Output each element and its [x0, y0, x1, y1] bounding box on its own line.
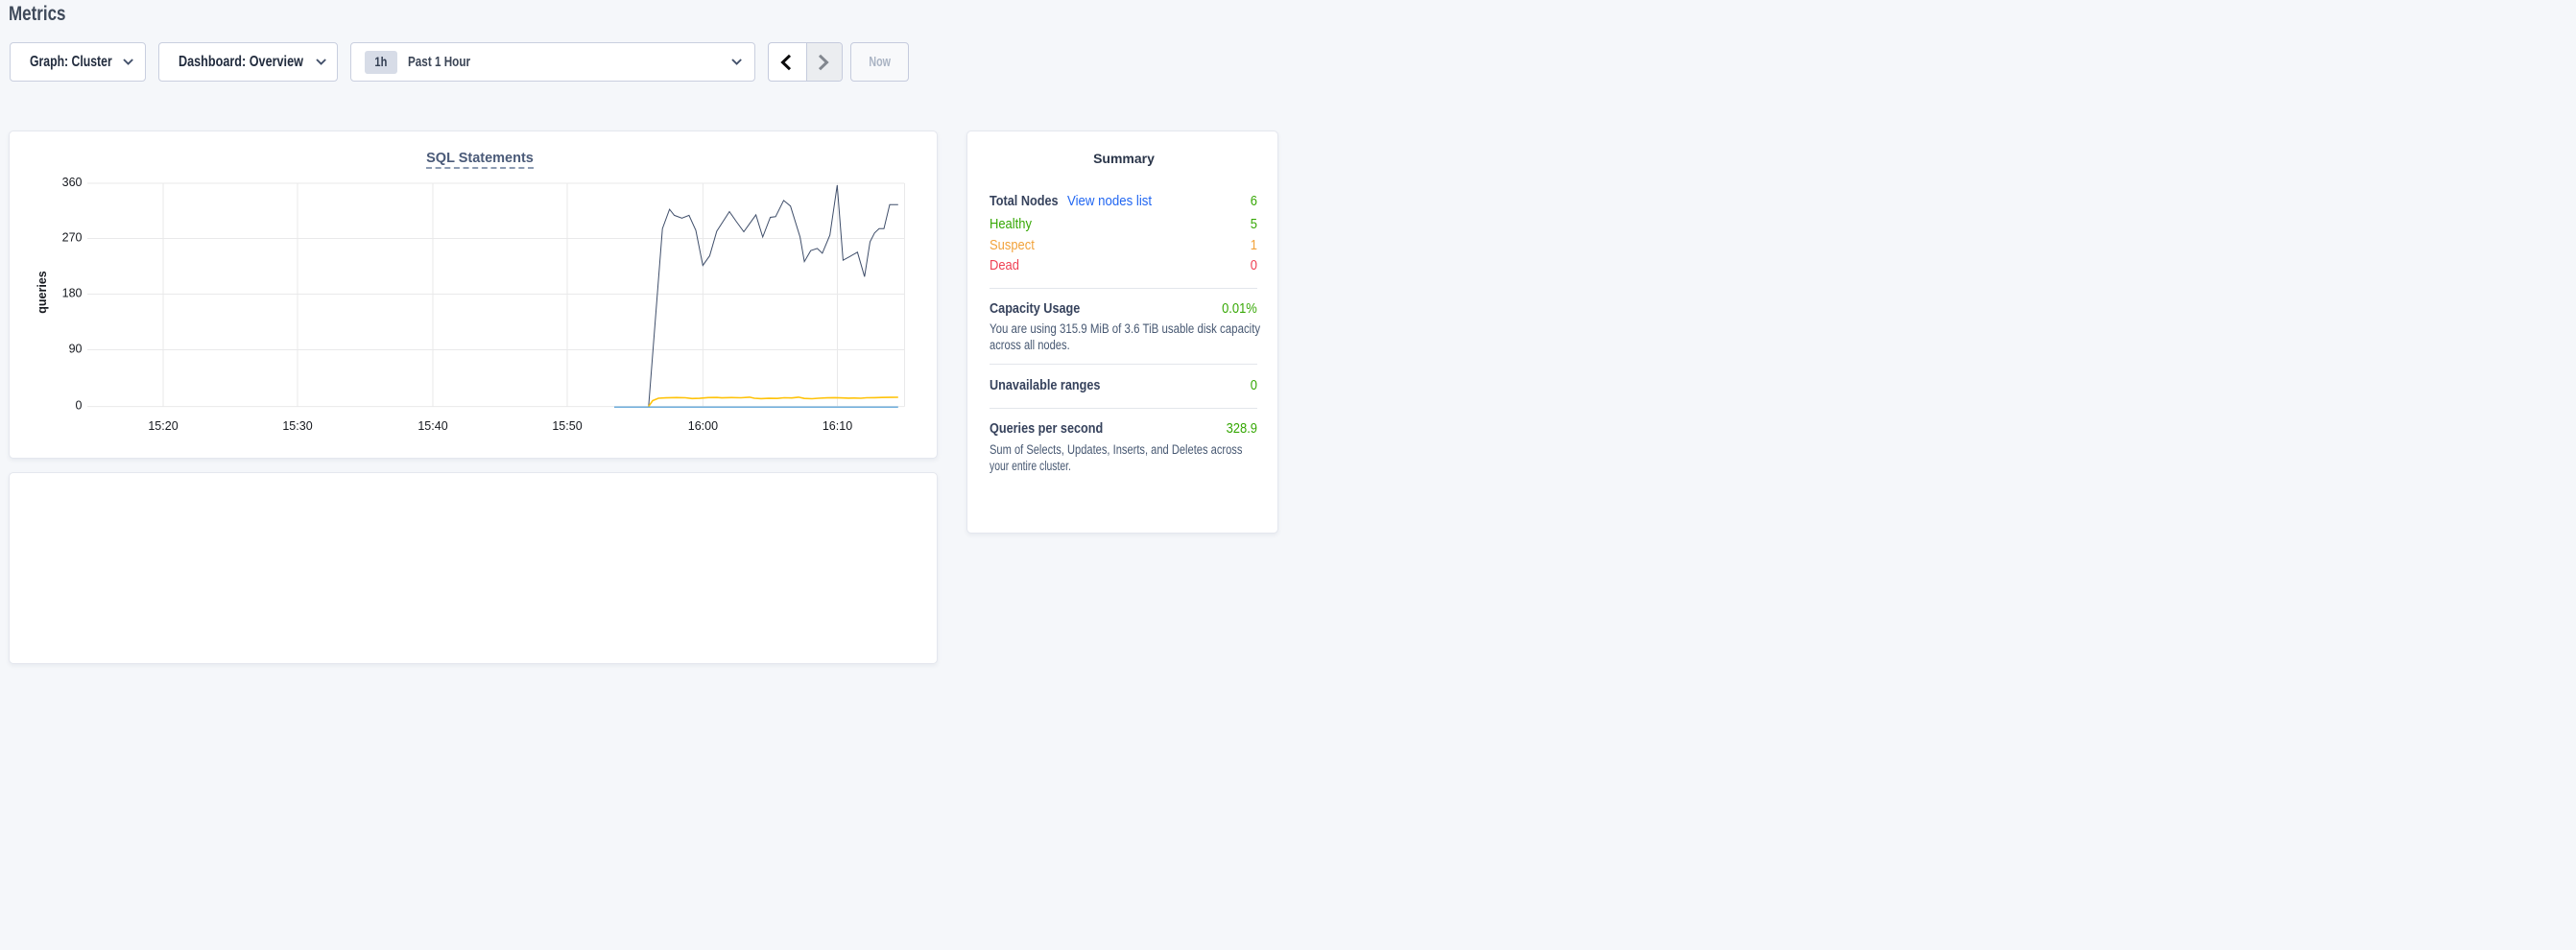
- svg-text:queries: queries: [36, 271, 49, 314]
- svg-text:15:20: 15:20: [148, 419, 178, 433]
- svg-text:16:10: 16:10: [823, 419, 852, 433]
- svg-text:360: 360: [62, 176, 83, 189]
- svg-text:16:00: 16:00: [688, 419, 718, 433]
- svg-text:0: 0: [76, 398, 83, 412]
- svg-text:15:30: 15:30: [282, 419, 312, 433]
- svg-text:90: 90: [69, 342, 83, 355]
- svg-text:270: 270: [62, 230, 83, 244]
- svg-text:180: 180: [62, 286, 83, 299]
- svg-text:15:40: 15:40: [417, 419, 447, 433]
- svg-text:15:50: 15:50: [552, 419, 582, 433]
